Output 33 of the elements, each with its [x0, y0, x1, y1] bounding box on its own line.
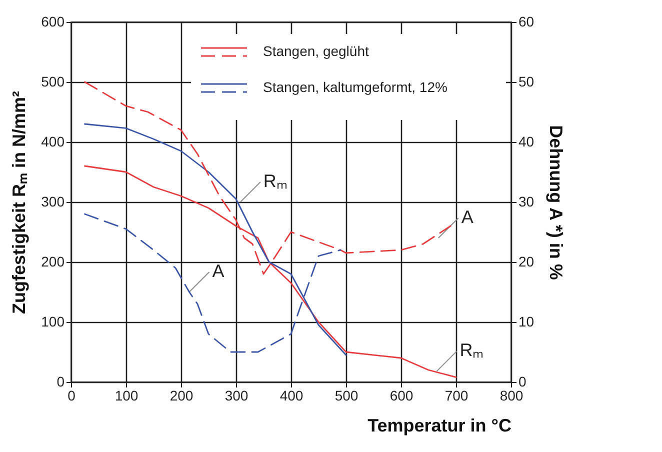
y2-tick-label: 60	[518, 14, 534, 30]
y2-tick-label: 50	[518, 74, 534, 90]
x-tick-label: 600	[390, 388, 414, 404]
x-tick-label: 700	[444, 388, 468, 404]
x-tick-label: 0	[68, 388, 76, 404]
y2-tick-label: 30	[518, 194, 534, 210]
y-tick-label: 100	[41, 314, 65, 330]
y2-tick-label: 0	[518, 374, 526, 390]
x-tick-label: 800	[500, 388, 524, 404]
y-tick-label: 600	[41, 14, 65, 30]
y2-axis-title: Dehnung A *) in %	[546, 125, 566, 280]
legend-label: Stangen, geglüht	[263, 43, 369, 59]
annotation: Rₘ	[263, 171, 288, 191]
y-tick-label: 400	[41, 134, 65, 150]
y2-tick-label: 10	[518, 314, 534, 330]
x-tick-label: 300	[224, 388, 248, 404]
y-axis-title: Zugfestigkeit Rₘ in N/mm²	[9, 90, 30, 314]
y-tick-label: 500	[41, 74, 65, 90]
annotation: A	[461, 207, 474, 227]
legend-label: Stangen, kaltumgeformt, 12%	[263, 79, 448, 95]
y-tick-label: 0	[56, 374, 65, 390]
y2-tick-label: 20	[518, 254, 534, 270]
x-axis-title: Temperatur in °C	[368, 416, 512, 436]
x-tick-label: 400	[280, 388, 304, 404]
y-tick-label: 300	[41, 194, 65, 210]
line-series	[84, 123, 347, 356]
annotation: A	[212, 261, 224, 281]
y-tick-label: 200	[41, 254, 65, 270]
x-tick-label: 100	[114, 388, 138, 404]
annotation: Rₘ	[460, 340, 484, 360]
y2-tick-label: 40	[518, 134, 534, 150]
x-tick-label: 500	[334, 388, 358, 404]
x-tick-label: 200	[170, 388, 194, 404]
